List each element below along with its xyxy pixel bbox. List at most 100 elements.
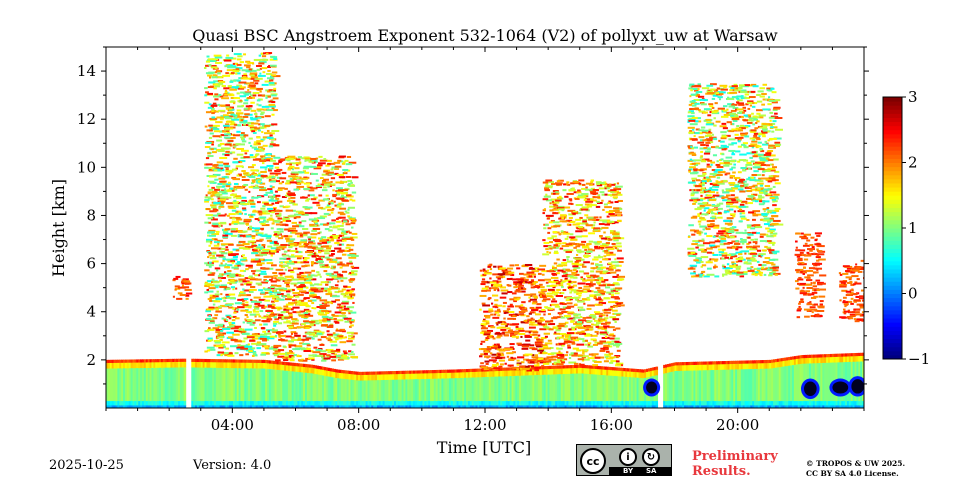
aerosol-speck — [511, 292, 517, 295]
heatmap-cell — [138, 367, 141, 402]
aerosol-speck — [210, 348, 216, 351]
heatmap-cell — [223, 359, 226, 363]
heatmap-cell — [475, 377, 479, 402]
aerosol-speck — [238, 222, 245, 225]
aerosol-speck — [239, 134, 247, 137]
aerosol-speck — [320, 324, 328, 327]
heatmap-cell — [289, 405, 293, 408]
heatmap-cell — [841, 356, 844, 363]
heatmap-cell — [757, 368, 761, 402]
aerosol-speck — [249, 154, 254, 157]
aerosol-speck — [220, 284, 227, 287]
aerosol-speck — [224, 304, 233, 307]
heatmap-cell — [306, 405, 310, 408]
aerosol-speck — [315, 247, 324, 250]
heatmap-cell — [327, 370, 331, 377]
heatmap-cell — [350, 405, 353, 408]
aerosol-speck — [273, 274, 278, 277]
heatmap-cell — [145, 362, 149, 368]
aerosol-speck — [239, 234, 246, 237]
aerosol-speck — [268, 103, 276, 106]
aerosol-speck — [250, 205, 256, 208]
aerosol-speck — [310, 299, 317, 302]
aerosol-speck — [259, 310, 264, 313]
heatmap-cell — [519, 405, 522, 408]
aerosol-speck — [323, 249, 332, 252]
aerosol-speck — [214, 238, 218, 241]
heatmap-cell — [272, 369, 276, 402]
heatmap-cell — [287, 365, 291, 372]
aerosol-speck — [258, 273, 267, 276]
heatmap-cell — [549, 405, 552, 408]
aerosol-speck — [240, 156, 246, 159]
heatmap-cell — [293, 365, 297, 372]
aerosol-speck — [205, 60, 211, 63]
aerosol-speck — [293, 267, 298, 270]
heatmap-cell — [856, 400, 859, 406]
aerosol-speck — [482, 304, 491, 307]
aerosol-speck — [318, 162, 326, 165]
heatmap-cell — [678, 370, 681, 402]
aerosol-speck — [218, 255, 226, 258]
heatmap-cell — [394, 373, 397, 380]
aerosol-speck — [239, 340, 246, 343]
aerosol-speck — [352, 301, 355, 304]
heatmap-cell — [191, 358, 194, 362]
heatmap-cell — [113, 368, 117, 402]
heatmap-cell — [323, 405, 327, 408]
aerosol-speck — [204, 330, 210, 333]
aerosol-speck — [238, 280, 245, 283]
aerosol-speck — [226, 296, 235, 299]
heatmap-cell — [771, 359, 774, 363]
heatmap-cell — [488, 376, 492, 402]
heatmap-cell — [822, 405, 825, 408]
aerosol-speck — [268, 304, 274, 307]
heatmap-cell — [107, 362, 111, 369]
heatmap-cell — [604, 374, 607, 402]
heatmap-cell — [791, 359, 795, 366]
aerosol-speck — [239, 121, 248, 124]
heatmap-cell — [712, 361, 715, 365]
heatmap-cell — [462, 369, 465, 373]
aerosol-speck — [227, 352, 231, 355]
aerosol-speck — [260, 113, 264, 116]
aerosol-speck — [321, 256, 324, 259]
aerosol-speck — [222, 94, 229, 97]
heatmap-cell — [215, 405, 219, 408]
aerosol-speck — [172, 279, 176, 282]
heatmap-cell — [585, 405, 588, 408]
heatmap-cell — [575, 400, 579, 406]
aerosol-speck — [338, 243, 342, 246]
heatmap-cell — [138, 362, 141, 369]
aerosol-speck — [208, 327, 211, 330]
heatmap-cell — [170, 361, 173, 368]
aerosol-speck — [209, 318, 215, 321]
heatmap-cell — [776, 367, 780, 402]
aerosol-speck — [213, 340, 221, 343]
heatmap-cell — [503, 375, 507, 402]
aerosol-speck — [257, 180, 261, 183]
aerosol-speck — [486, 269, 489, 272]
aerosol-speck — [349, 217, 356, 220]
aerosol-speck — [315, 259, 318, 262]
heatmap-cell — [261, 368, 264, 402]
aerosol-speck — [269, 242, 275, 245]
aerosol-speck — [249, 73, 255, 76]
heatmap-cell — [418, 400, 422, 406]
aerosol-speck — [239, 202, 244, 205]
heatmap-cell — [392, 405, 395, 408]
aerosol-speck — [315, 348, 322, 351]
aerosol-speck — [217, 187, 220, 190]
aerosol-speck — [304, 207, 311, 210]
heatmap-cell — [198, 400, 202, 406]
heatmap-cell — [680, 400, 683, 406]
aerosol-speck — [228, 306, 234, 309]
aerosol-speck — [219, 104, 227, 107]
heatmap-cell — [822, 357, 825, 363]
aerosol-speck — [290, 326, 297, 329]
aerosol-speck — [174, 287, 181, 290]
heatmap-cell — [727, 400, 731, 406]
heatmap-cell — [577, 400, 581, 406]
aerosol-speck — [298, 212, 305, 215]
aerosol-speck — [308, 277, 313, 280]
